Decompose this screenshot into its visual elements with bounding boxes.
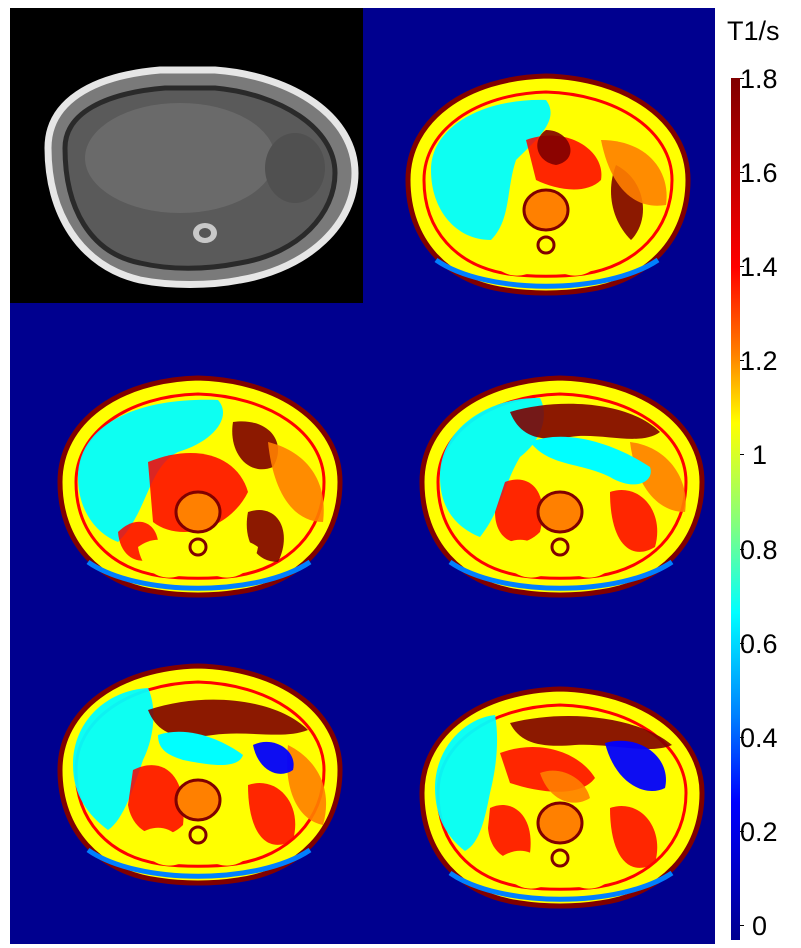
t1-map-svg bbox=[419, 686, 705, 909]
colorbar-title: T1/s bbox=[727, 16, 780, 46]
colorbar-tick-mark bbox=[740, 266, 744, 268]
colorbar-tick-label: 1.4 bbox=[740, 252, 778, 283]
colorbar-tick-mark bbox=[740, 172, 744, 174]
colorbar bbox=[731, 78, 740, 940]
colorbar-tick-label: 0.4 bbox=[740, 722, 778, 753]
magnitude-image bbox=[10, 8, 363, 303]
colorbar-tick-label: 0.6 bbox=[740, 628, 778, 659]
t1-map-svg bbox=[405, 73, 691, 296]
colorbar-tick-mark bbox=[740, 830, 744, 832]
colorbar-tick-label: 1.8 bbox=[740, 64, 778, 94]
t1-map-slice-4 bbox=[48, 660, 348, 890]
t1-map-svg bbox=[419, 375, 705, 598]
colorbar-tick-label: 1.2 bbox=[740, 346, 778, 377]
t1-map-slice-2 bbox=[48, 372, 348, 602]
colorbar-tick-label: 0.2 bbox=[740, 816, 778, 847]
colorbar-tick-mark bbox=[740, 548, 744, 550]
colorbar-tick-label: 0 bbox=[752, 911, 768, 941]
t1-map-slice-5 bbox=[410, 683, 710, 913]
colorbar-tick-mark bbox=[740, 78, 744, 79]
colorbar-tick-mark bbox=[740, 736, 744, 738]
t1-map-svg bbox=[57, 375, 343, 598]
colorbar-tick-mark bbox=[740, 925, 744, 926]
t1-map-slice-1 bbox=[396, 70, 696, 300]
colorbar-tick-mark bbox=[740, 642, 744, 644]
colorbar-tick-mark bbox=[740, 454, 744, 456]
colorbar-tick-label: 0.8 bbox=[740, 534, 778, 565]
colorbar-tick-mark bbox=[740, 360, 744, 362]
colorbar-tick-label: 1 bbox=[752, 440, 768, 471]
colorbar-tick-label: 1.6 bbox=[740, 158, 778, 189]
t1-map-svg bbox=[57, 663, 343, 886]
figure-canvas bbox=[10, 8, 715, 944]
t1-map-slice-3 bbox=[410, 372, 710, 602]
